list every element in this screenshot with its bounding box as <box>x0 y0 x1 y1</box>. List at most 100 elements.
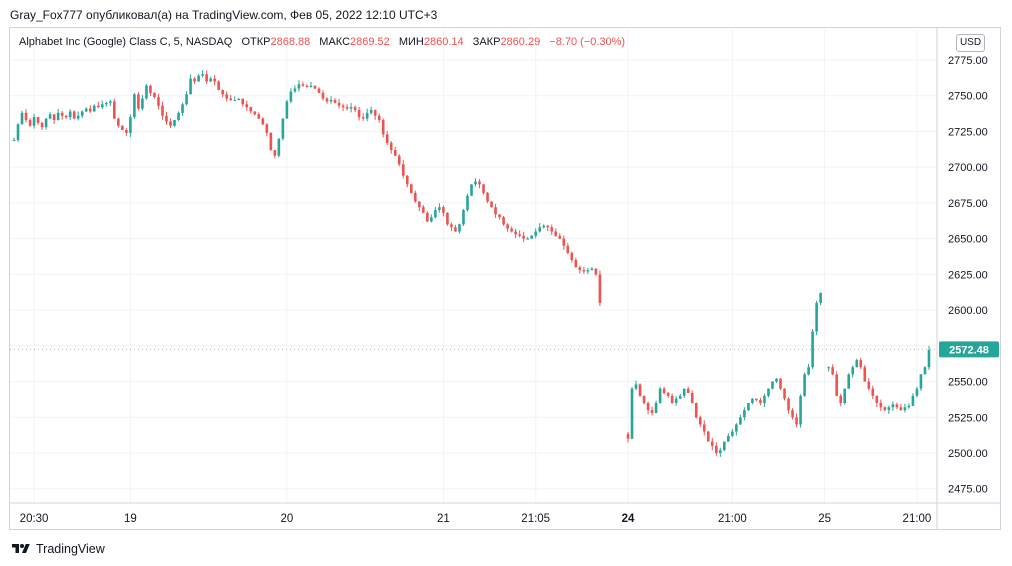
y-tick-label: 2750.00 <box>948 91 988 103</box>
candle-body <box>293 88 297 92</box>
candle-body <box>442 207 445 213</box>
candle-body <box>494 207 497 215</box>
candle-body <box>747 402 750 411</box>
candle-body <box>253 111 257 115</box>
candle-body <box>28 120 32 126</box>
candle-body <box>426 212 429 222</box>
candle-body <box>867 381 871 389</box>
y-tick-label: 2700.00 <box>948 162 988 174</box>
high-value: 2869.52 <box>350 36 390 48</box>
candle-body <box>72 111 76 119</box>
candle-body <box>117 118 120 126</box>
candle-body <box>694 402 698 418</box>
candle-body <box>422 207 425 213</box>
candle-body <box>149 85 152 93</box>
candle-body <box>409 184 413 193</box>
candle-body <box>899 407 903 411</box>
candle-body <box>658 388 662 403</box>
close-value: 2860.29 <box>500 36 541 48</box>
candle-body <box>514 231 517 235</box>
candle-body <box>105 102 108 105</box>
candle-body <box>771 381 774 389</box>
candle-body <box>36 117 40 123</box>
candle-body <box>281 118 285 139</box>
candle-body <box>64 115 68 118</box>
candle-body <box>915 388 919 396</box>
candle-body <box>450 224 453 228</box>
candle-body <box>799 395 802 425</box>
candle-body <box>385 134 389 143</box>
candle-body <box>706 431 710 442</box>
candle-body <box>189 78 192 95</box>
candle-body <box>807 367 810 375</box>
candle-body <box>313 85 317 89</box>
candle-body <box>100 104 104 108</box>
candle-body <box>249 107 253 112</box>
candle-body <box>879 402 883 408</box>
candle-body <box>414 192 417 202</box>
candle-body <box>851 367 855 375</box>
candle-body <box>638 384 642 396</box>
candle-body <box>646 402 650 411</box>
candle-body <box>353 107 357 111</box>
publish-info: Gray_Fox777 опубликовал(а) на TradingVie… <box>10 8 438 22</box>
ohlc-legend: Alphabet Inc (Google) Class C, 5, NASDAQ… <box>19 36 625 48</box>
candle-body <box>349 107 353 109</box>
chart-frame[interactable] <box>9 27 1001 530</box>
candle-body <box>859 360 863 368</box>
candle-body <box>225 94 228 99</box>
y-tick-label: 2475.00 <box>948 484 988 496</box>
candle-body <box>887 407 891 411</box>
candle-body <box>197 75 200 82</box>
candle-body <box>546 225 550 228</box>
candle-body <box>209 78 212 82</box>
candle-body <box>482 184 485 193</box>
candle-body <box>285 101 289 119</box>
candle-body <box>32 117 36 126</box>
candle-body <box>265 124 269 133</box>
y-tick-label: 2525.00 <box>948 412 988 424</box>
candle-body <box>76 115 80 119</box>
candle-body <box>590 268 594 271</box>
candle-body <box>121 125 124 131</box>
candle-body <box>666 392 670 396</box>
candle-body <box>775 378 778 382</box>
candle-body <box>831 367 834 375</box>
candle-body <box>594 268 598 275</box>
low-value: 2860.14 <box>423 36 464 48</box>
candle-body <box>827 367 830 369</box>
y-tick-label: 2775.00 <box>948 55 988 67</box>
candle-body <box>12 140 16 142</box>
candle-body <box>245 104 249 108</box>
candle-body <box>574 260 578 268</box>
candle-body <box>803 374 806 396</box>
x-tick-label: 25 <box>818 513 831 525</box>
candle-body <box>169 121 172 126</box>
candle-body <box>381 120 385 135</box>
candle-body <box>735 424 738 432</box>
candle-body <box>229 98 233 101</box>
candle-body <box>113 101 116 119</box>
symbol-title[interactable]: Alphabet Inc (Google) Class C, 5, NASDAQ <box>19 36 233 48</box>
candle-body <box>690 392 694 403</box>
candle-body <box>141 98 144 109</box>
candle-body <box>702 424 706 432</box>
candle-body <box>44 118 48 128</box>
candle-body <box>88 108 92 112</box>
candle-body <box>598 274 602 303</box>
candle-body <box>16 124 20 141</box>
candle-body <box>811 331 814 368</box>
candle-body <box>157 97 160 106</box>
candle-body <box>129 117 132 133</box>
candle-body <box>297 84 301 89</box>
candle-body <box>373 110 377 116</box>
candle-body <box>927 350 931 368</box>
currency-button[interactable]: USD <box>956 34 985 52</box>
candle-body <box>181 104 184 113</box>
y-tick-label: 2725.00 <box>948 126 988 138</box>
candle-body <box>542 225 546 228</box>
y-tick-label: 2600.00 <box>948 305 988 317</box>
candle-body <box>434 210 437 218</box>
candle-body <box>325 98 329 102</box>
